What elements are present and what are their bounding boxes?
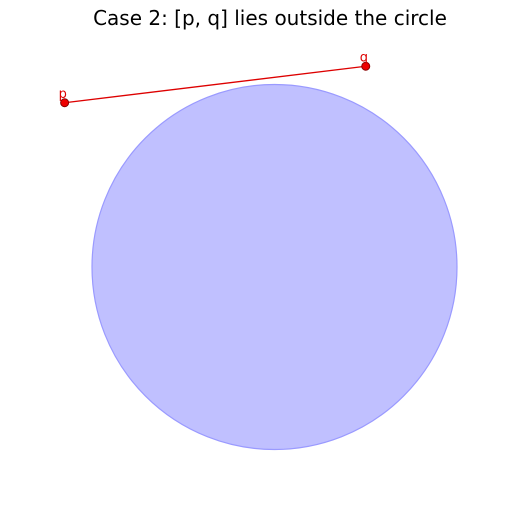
point-label-q: q — [360, 50, 368, 65]
point-p — [60, 98, 70, 108]
figure-title: Case 2: [p, q] lies outside the circle — [93, 6, 447, 30]
points-layer: pq — [59, 50, 371, 108]
circle — [91, 83, 458, 451]
point-q — [361, 61, 371, 71]
segment-pq — [64, 65, 366, 104]
point-label-p: p — [59, 87, 67, 102]
